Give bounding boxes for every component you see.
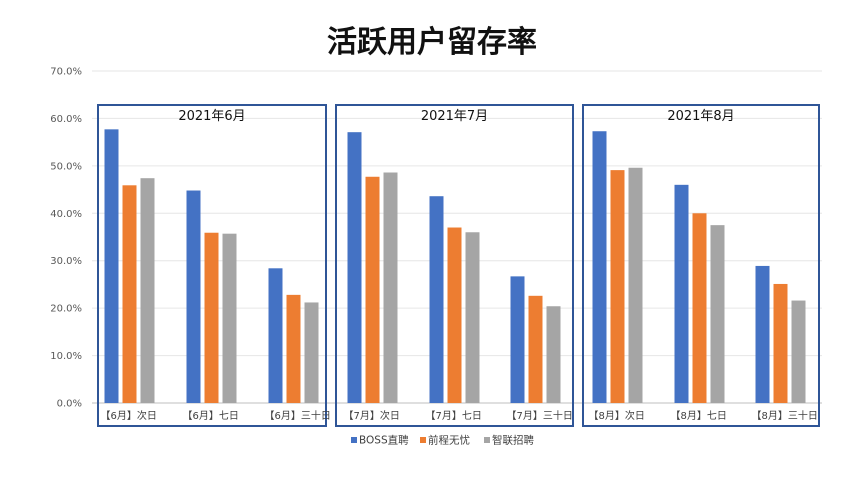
legend-item-qiancheng: 前程无忧 bbox=[428, 434, 470, 447]
bar-qiancheng bbox=[447, 227, 462, 403]
bar-zhilian bbox=[546, 306, 561, 403]
month-group-label: 2021年6月 bbox=[178, 109, 245, 124]
month-group-label: 2021年7月 bbox=[421, 109, 488, 124]
bar-qiancheng bbox=[692, 213, 707, 403]
x-tick-label: 【6月】次日 bbox=[101, 409, 157, 422]
bar-qiancheng bbox=[610, 170, 625, 403]
x-tick-label: 【6月】七日 bbox=[183, 410, 239, 422]
legend-swatch bbox=[420, 437, 426, 443]
bar-zhilian bbox=[628, 167, 643, 403]
bars bbox=[104, 129, 806, 403]
month-group-box bbox=[582, 104, 820, 427]
x-tick-label: 【8月】三十日 bbox=[752, 409, 818, 422]
x-axis-ticks: 【6月】次日 【6月】七日 【6月】三十日 【7月】次日 【7月】七日 【7月】三十日 【8… bbox=[101, 409, 818, 422]
bar-boss bbox=[268, 268, 283, 403]
month-group-boxes: 2021年6月 2021年7月 2021年8月 bbox=[97, 104, 820, 427]
bar-qiancheng bbox=[365, 176, 380, 403]
bar-boss bbox=[592, 131, 607, 403]
y-tick-label: 50.0% bbox=[50, 161, 82, 172]
chart-title: 活跃用户留存率 bbox=[327, 25, 537, 60]
bar-boss bbox=[674, 184, 689, 403]
y-tick-label: 30.0% bbox=[50, 256, 82, 267]
bar-boss bbox=[755, 265, 770, 403]
bar-zhilian bbox=[304, 302, 319, 403]
y-tick-label: 0.0% bbox=[57, 399, 82, 410]
bar-zhilian bbox=[465, 232, 480, 403]
legend: BOSS直聘 前程无忧 智联招聘 bbox=[351, 434, 534, 447]
bar-qiancheng bbox=[773, 283, 788, 403]
bar-zhilian bbox=[710, 225, 725, 403]
x-tick-label: 【8月】七日 bbox=[671, 410, 727, 422]
legend-swatch bbox=[351, 437, 357, 443]
bar-boss bbox=[510, 276, 525, 403]
bar-zhilian bbox=[383, 172, 398, 403]
month-group-label: 2021年8月 bbox=[667, 109, 734, 124]
y-tick-label: 20.0% bbox=[50, 304, 82, 315]
y-tick-label: 40.0% bbox=[50, 209, 82, 220]
bar-qiancheng bbox=[204, 232, 219, 403]
y-tick-label: 70.0% bbox=[50, 67, 82, 78]
y-axis-ticks: 0.0% 10.0% 20.0% 30.0% 40.0% 50.0% 60.0% 70.0% bbox=[50, 67, 82, 410]
bar-boss bbox=[429, 196, 444, 403]
x-tick-label: 【7月】次日 bbox=[344, 409, 400, 422]
month-group-box bbox=[97, 104, 327, 427]
bar-boss bbox=[347, 132, 362, 403]
x-tick-label: 【7月】三十日 bbox=[507, 409, 573, 422]
y-tick-label: 10.0% bbox=[50, 351, 82, 362]
bar-zhilian bbox=[222, 233, 237, 403]
x-tick-label: 【8月】次日 bbox=[589, 409, 645, 422]
bar-qiancheng bbox=[122, 185, 137, 403]
legend-item-boss: BOSS直聘 bbox=[359, 434, 409, 447]
bar-qiancheng bbox=[528, 295, 543, 403]
month-group-box bbox=[335, 104, 574, 427]
x-tick-label: 【6月】三十日 bbox=[265, 409, 331, 422]
legend-item-zhilian: 智联招聘 bbox=[492, 434, 534, 447]
x-tick-label: 【7月】七日 bbox=[426, 410, 482, 422]
bar-qiancheng bbox=[286, 294, 301, 403]
bar-boss bbox=[186, 190, 201, 403]
y-tick-label: 60.0% bbox=[50, 114, 82, 125]
legend-swatch bbox=[484, 437, 490, 443]
bar-zhilian bbox=[791, 300, 806, 403]
bar-boss bbox=[104, 129, 119, 403]
bar-zhilian bbox=[140, 178, 155, 403]
